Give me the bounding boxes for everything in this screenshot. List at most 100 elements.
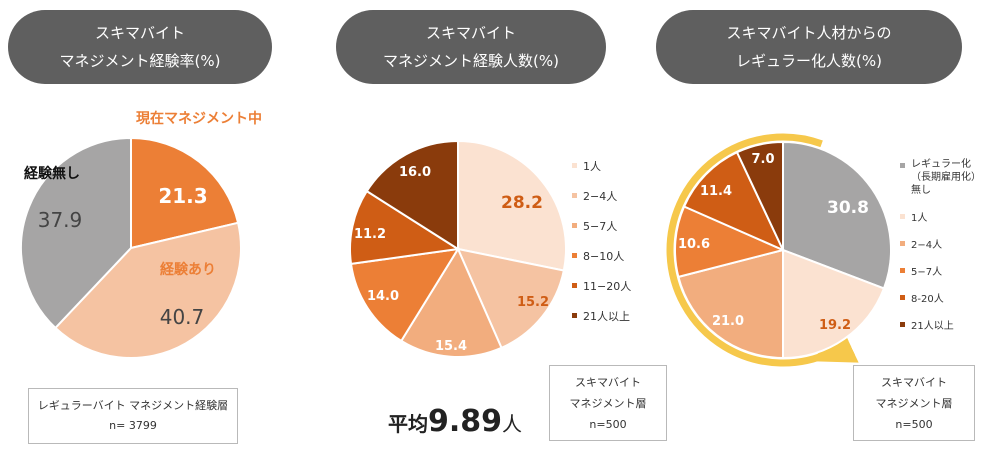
legend-item: 21人以上	[572, 308, 631, 324]
average-value: 9.89	[428, 404, 503, 439]
chart2-note-line3: n=500	[589, 417, 627, 431]
legend-item: レギュラー化（長期雇用化）無し	[900, 158, 988, 197]
chart3-slice-5	[682, 150, 786, 252]
legend-item: 2−4人	[572, 188, 631, 204]
legend-swatch	[900, 295, 905, 300]
legend-swatch	[572, 163, 577, 168]
legend-label: 5−7人	[911, 267, 943, 278]
chart1-sample-note: レギュラーバイト マネジメント経験層 n= 3799	[28, 388, 238, 444]
chart1-slice-2	[53, 221, 242, 359]
chart3-title-line2: レギュラー化人数(%)	[736, 52, 882, 70]
legend-label: 11−20人	[583, 280, 632, 293]
chart3-note-line1: スキマバイト	[881, 375, 947, 389]
legend-swatch	[900, 268, 905, 273]
chart1-label-experienced: 経験あり	[160, 261, 216, 278]
legend-item: 8-20人	[900, 290, 988, 305]
chart3-legend: レギュラー化（長期雇用化）無し 1人 2−4人 5−7人 8-20人 21人以上	[900, 158, 988, 344]
chart2-value-6: 16.0	[399, 165, 431, 180]
legend-item: 8−10人	[572, 248, 631, 264]
chart3-arrow-arc	[666, 133, 859, 367]
chart3-slice-1	[782, 140, 892, 290]
chart1-annotation-current: 現在マネジメント中	[136, 110, 262, 127]
chart3-note-line3: n=500	[895, 417, 933, 431]
chart2-slice-6	[365, 139, 459, 251]
chart1-value-current: 21.3	[158, 184, 207, 208]
chart2-value-5: 11.2	[354, 227, 386, 242]
chart1-label-none: 経験無し	[24, 165, 80, 182]
chart2-pie	[349, 139, 567, 358]
chart2-value-3: 15.4	[435, 339, 467, 354]
chart1-note-line2: n= 3799	[109, 419, 157, 432]
legend-item: 5−7人	[900, 263, 988, 278]
chart1-slice-1	[130, 136, 240, 250]
chart2-sample-note: スキマバイト マネジメント層 n=500	[549, 365, 667, 441]
chart1-value-experienced: 40.7	[160, 305, 205, 329]
legend-swatch	[572, 253, 577, 258]
legend-swatch	[572, 313, 577, 318]
chart3-slice-3	[677, 248, 784, 360]
chart2-slice-4	[349, 247, 460, 343]
legend-label: 5−7人	[583, 220, 618, 233]
chart2-value-2: 15.2	[517, 295, 549, 310]
legend-swatch	[572, 223, 577, 228]
legend-label: 1人	[911, 213, 928, 224]
chart2-slice-2	[456, 247, 566, 350]
chart1-note-line1: レギュラーバイト マネジメント経験層	[37, 399, 229, 412]
chart3-slice-2	[782, 248, 886, 360]
chart2-title-line1: スキマバイト	[425, 24, 516, 42]
chart3-value-2: 21.0	[712, 314, 744, 329]
chart1-title-line2: マネジメント経験率(%)	[59, 52, 221, 70]
chart2-title-line2: マネジメント経験人数(%)	[383, 52, 559, 70]
legend-label: レギュラー化（長期雇用化）無し	[911, 159, 981, 196]
legend-label: 1人	[583, 160, 601, 173]
legend-swatch	[572, 283, 577, 288]
average-unit: 人	[502, 412, 523, 436]
chart3-value-4: 11.4	[700, 184, 732, 199]
chart3-sample-note: スキマバイト マネジメント層 n=500	[853, 365, 975, 441]
legend-item: 1人	[900, 209, 988, 224]
chart3-slice-4	[674, 205, 787, 279]
chart3-note-line2: マネジメント層	[875, 396, 953, 410]
chart2-legend: 1人 2−4人 5−7人 8−10人 11−20人 21人以上	[572, 158, 631, 338]
legend-swatch	[900, 163, 905, 168]
chart2-slice-5	[349, 189, 461, 266]
chart1-pie	[20, 136, 242, 359]
average-people-label: 平均9.89人	[388, 404, 522, 439]
chart3-slice-6	[735, 140, 784, 251]
average-prefix: 平均	[388, 412, 428, 436]
chart3-title-line1: スキマバイト人材からの	[726, 24, 892, 42]
legend-swatch	[900, 214, 905, 219]
chart3-value-3: 10.6	[678, 237, 710, 252]
legend-item: 2−4人	[900, 236, 988, 251]
legend-swatch	[572, 193, 577, 198]
chart2-value-4: 14.0	[367, 289, 399, 304]
legend-item: 1人	[572, 158, 631, 174]
chart3-value-1: 19.2	[819, 318, 851, 333]
chart2-slice-1	[457, 139, 567, 272]
chart1-slice-3	[20, 136, 132, 330]
legend-item: 11−20人	[572, 278, 631, 294]
chart1-value-none: 37.9	[38, 208, 83, 232]
chart2-note-line1: スキマバイト	[575, 375, 641, 389]
legend-label: 8-20人	[911, 294, 944, 305]
legend-item: 21人以上	[900, 317, 988, 332]
legend-label: 8−10人	[583, 250, 625, 263]
chart2-header: スキマバイト マネジメント経験人数(%)	[336, 10, 606, 84]
legend-label: 2−4人	[583, 190, 618, 203]
chart2-value-1: 28.2	[501, 193, 543, 213]
chart1-title-line1: スキマバイト	[94, 24, 185, 42]
legend-label: 21人以上	[583, 310, 630, 323]
legend-label: 2−4人	[911, 240, 943, 251]
chart3-header: スキマバイト人材からの レギュラー化人数(%)	[656, 10, 962, 84]
chart3-value-5: 7.0	[751, 152, 774, 167]
chart3-circular-arrow	[666, 133, 859, 367]
legend-swatch	[900, 322, 905, 327]
chart2-slice-3	[399, 246, 503, 358]
chart3-value-none: 30.8	[827, 198, 869, 218]
legend-label: 21人以上	[911, 321, 954, 332]
chart3-pie	[674, 140, 892, 360]
chart2-note-line2: マネジメント層	[569, 396, 647, 410]
chart1-header: スキマバイト マネジメント経験率(%)	[8, 10, 272, 84]
legend-swatch	[900, 241, 905, 246]
